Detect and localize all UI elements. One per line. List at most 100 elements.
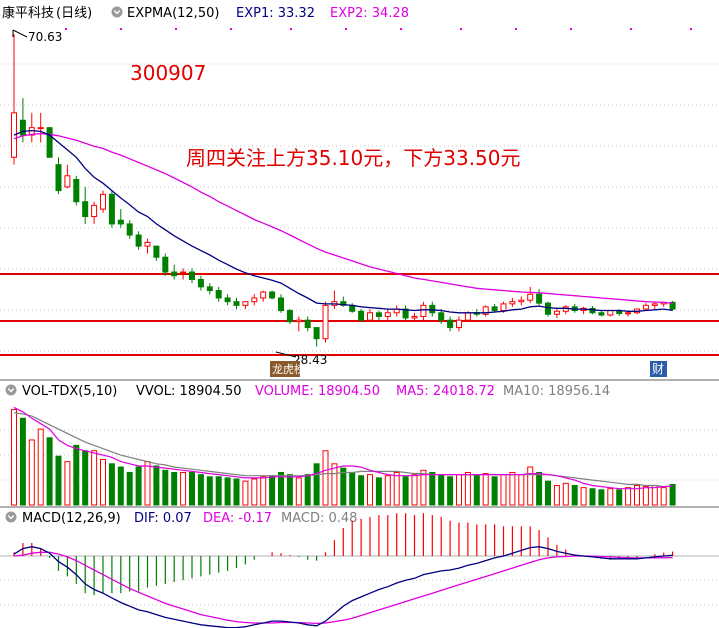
- expma-indicator-label[interactable]: EXPMA(12,50): [127, 6, 219, 21]
- candle: [313, 327, 320, 347]
- candle-body: [536, 293, 543, 304]
- volume-bar: [251, 478, 258, 506]
- candle-body: [91, 204, 98, 218]
- candle-body: [82, 201, 89, 218]
- vol-ma5-line: [13, 406, 673, 490]
- candle-body: [456, 319, 462, 329]
- candle-body: [411, 315, 418, 319]
- exp1-label: EXP1: 33.32: [236, 6, 315, 21]
- macd-indicator-label[interactable]: MACD(12,26,9): [22, 511, 121, 526]
- volume-bar: [420, 469, 427, 506]
- candle: [358, 309, 365, 322]
- dragon-tiger-badge[interactable]: 龙虎榜: [270, 361, 305, 377]
- candle-body: [607, 310, 614, 316]
- candle: [233, 297, 240, 310]
- candle-body: [420, 304, 427, 317]
- exp1-line: [13, 129, 673, 314]
- volume-bar: [19, 417, 26, 506]
- vol-ma10-line: [13, 412, 673, 488]
- candle: [651, 301, 658, 310]
- candle: [304, 316, 311, 332]
- volume-bar: [260, 476, 267, 506]
- candle: [91, 201, 98, 224]
- volume-bar: [91, 450, 98, 506]
- candle: [144, 238, 151, 254]
- candle-body: [135, 234, 142, 247]
- volume-bar: [331, 463, 338, 506]
- candle: [251, 294, 258, 306]
- financial-report-badge[interactable]: 财: [650, 361, 667, 377]
- macd-toggle-icon[interactable]: [5, 511, 17, 523]
- volume-bar: [126, 471, 133, 506]
- volume-bar: [37, 428, 44, 506]
- volume-bar: [304, 474, 311, 506]
- volume-bar: [464, 471, 471, 506]
- volume-bar: [108, 463, 115, 506]
- candle-body: [429, 304, 436, 314]
- candle-body: [100, 193, 106, 210]
- stock-name: 康平科技: [2, 5, 54, 21]
- candle-body: [438, 312, 445, 321]
- volume-bar: [162, 469, 169, 506]
- volume-bar: [189, 471, 195, 506]
- candle: [153, 245, 160, 261]
- candle-body: [651, 303, 658, 306]
- volume-bar: [375, 477, 382, 506]
- candle: [242, 301, 249, 310]
- dea-label: DEA: -0.17: [203, 511, 272, 526]
- candle-body: [447, 319, 454, 329]
- high-marker: 70.63: [12, 29, 62, 44]
- candle: [19, 98, 26, 143]
- volume-bar: [100, 458, 106, 506]
- candle-body: [482, 306, 489, 315]
- marker-dot: [290, 28, 292, 30]
- candle-body: [625, 312, 632, 315]
- candle: [491, 303, 498, 313]
- volume-bar: [322, 450, 329, 506]
- indicator-toggle-icon[interactable]: [111, 6, 123, 18]
- volume-bar: [278, 471, 284, 506]
- candle-body: [527, 293, 534, 301]
- vvol-label: VVOL: 18904.50: [136, 384, 242, 399]
- candle: [189, 268, 195, 284]
- candle: [108, 190, 115, 228]
- volume-toggle-icon[interactable]: [5, 384, 17, 396]
- candle: [64, 164, 71, 189]
- candle-body: [144, 241, 151, 247]
- volume-bar: [571, 484, 578, 506]
- candle-body: [518, 299, 525, 303]
- volume-bar: [135, 466, 142, 506]
- dif-label: DIF: 0.07: [134, 511, 192, 526]
- candle-body: [242, 301, 249, 306]
- volume-bar: [153, 465, 160, 506]
- volume-panel-header: VOL-TDX(5,10) VVOL: 18904.50 VOLUME: 189…: [5, 384, 610, 399]
- candle: [126, 220, 133, 239]
- volume-bar: [642, 486, 649, 506]
- candle: [562, 305, 569, 315]
- volume-bar: [411, 474, 418, 506]
- candle: [180, 268, 187, 280]
- volume-bar: [55, 455, 62, 506]
- volume-bar: [269, 475, 276, 506]
- candle-body: [340, 301, 347, 306]
- candle: [509, 297, 516, 307]
- candle: [269, 290, 276, 300]
- marker-dot: [515, 28, 517, 30]
- candle-body: [233, 301, 240, 306]
- candle-body: [553, 310, 560, 315]
- ma5-label: MA5: 24018.72: [396, 384, 495, 399]
- exp2-line: [13, 132, 673, 304]
- volume-bar: [625, 487, 632, 506]
- svg-text:龙虎榜: 龙虎榜: [272, 362, 305, 376]
- candle-body: [322, 304, 329, 340]
- candle: [55, 157, 62, 195]
- candle: [527, 286, 534, 304]
- vol-indicator-label[interactable]: VOL-TDX(5,10): [22, 384, 117, 399]
- candle-body: [545, 302, 551, 315]
- volume-bar: [28, 439, 35, 506]
- candle-body: [500, 303, 507, 312]
- candle-body: [402, 308, 409, 319]
- marker-dot: [345, 28, 347, 30]
- volume-bar: [500, 474, 507, 506]
